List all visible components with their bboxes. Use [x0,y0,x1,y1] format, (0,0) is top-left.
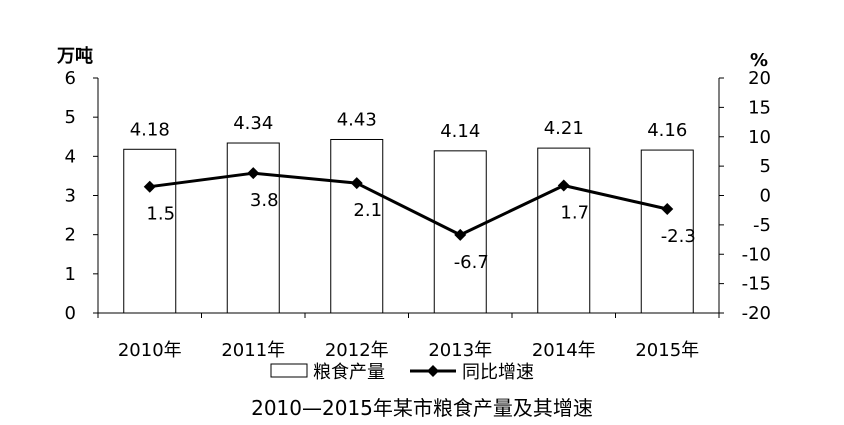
x-tick-label: 2012年 [325,340,389,361]
data-labels: 4.18 4.34 4.43 4.14 4.21 4.16 1.5 3.8 2.1 -6.7 1.7… [130,109,696,272]
x-tick-label: 2010年 [118,340,182,361]
line-value-label: -6.7 [454,252,489,273]
bar [123,148,177,314]
right-tick-label: 0 [760,186,771,207]
right-tick-label: 10 [748,127,771,148]
chart-title: 2010—2015年某市粮食产量及其增速 [251,396,593,420]
chart-axes: 0 1 2 3 4 5 6 -20 -15 -10 -5 0 5 10 15 20 2010年 2011年 2012… [65,68,771,361]
left-tick-label: 2 [65,225,76,246]
legend-bar-label: 粮食产量 [313,362,385,383]
growth-line [149,171,668,237]
legend: 粮食产量 同比增速 [270,362,534,383]
line-value-label: 1.5 [146,204,175,225]
line-point [661,203,674,216]
right-axis-unit: % [750,50,768,71]
x-tick-label: 2013年 [428,340,492,361]
right-tick-label: -10 [742,244,771,265]
bar-value-label: 4.16 [647,120,687,141]
line-point [557,179,570,192]
bar [330,138,384,314]
left-tick-label: 1 [65,264,76,285]
line-point [143,180,156,193]
x-tick-label: 2014年 [532,340,596,361]
line-value-label: 1.7 [560,203,589,224]
legend-diamond-marker [427,365,439,377]
left-tick-label: 6 [65,68,76,89]
right-tick-label: -20 [742,303,771,324]
left-tick-label: 3 [65,186,76,207]
x-tick-label: 2015年 [635,340,699,361]
line-point [454,228,467,241]
line-value-label: 3.8 [250,190,279,211]
right-tick-label: 20 [748,68,771,89]
right-tick-label: -15 [742,274,771,295]
right-tick-label: -5 [753,215,771,236]
line-point [350,177,363,190]
bar [640,149,694,314]
line-series [143,167,674,241]
bar-series [123,138,694,314]
line-value-label: -2.3 [661,226,696,247]
line-value-label: 2.1 [353,200,382,221]
left-tick-label: 0 [65,303,76,324]
left-axis-unit: 万吨 [56,45,93,67]
bar [537,147,591,314]
legend-line-label: 同比增速 [462,362,534,383]
bar-value-label: 4.21 [544,118,584,139]
x-tick-label: 2011年 [221,340,285,361]
right-tick-label: 15 [748,97,771,118]
bar-value-label: 4.14 [440,121,480,142]
bar-value-label: 4.34 [233,113,273,134]
right-tick-label: 5 [760,156,771,177]
bar-value-label: 4.43 [337,109,377,130]
legend-bar-swatch [270,363,308,378]
left-tick-label: 5 [65,107,76,128]
bar-value-label: 4.18 [130,119,170,140]
line-point [247,167,260,180]
left-tick-label: 4 [65,146,76,167]
